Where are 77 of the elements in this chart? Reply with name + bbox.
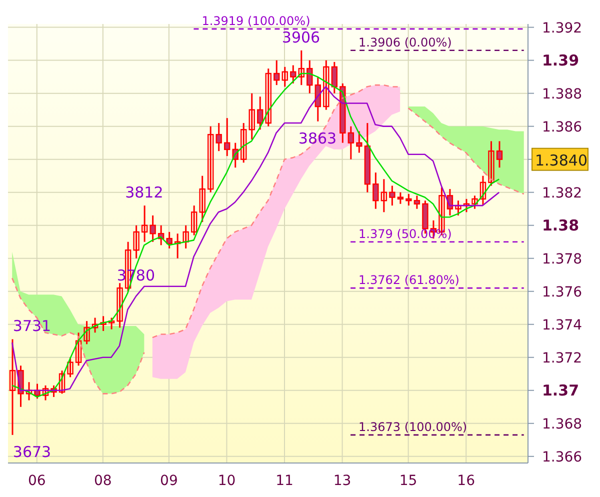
x-tick-label: 13 [333, 473, 352, 489]
series-label: 1.3762 (61.80%) [358, 273, 460, 288]
candlestick [92, 317, 98, 334]
candlestick [199, 175, 206, 223]
candlestick [414, 194, 420, 210]
x-tick-label: 15 [399, 473, 418, 489]
candlestick [406, 193, 412, 206]
y-tick-label: 1.372 [542, 350, 582, 366]
candlestick [108, 317, 115, 330]
text: 1.3840 [535, 151, 588, 170]
candlestick [265, 68, 272, 128]
series-label: 1.3919 (100.00%) [202, 14, 310, 28]
y-tick-label: 1.374 [542, 317, 582, 334]
candlestick [282, 66, 288, 88]
y-tick-label: 1.368 [542, 416, 582, 432]
candlestick [9, 338, 16, 436]
series-label: 1.3906 (0.00%) [358, 35, 452, 50]
annotation: 3906 [282, 28, 320, 46]
y-tick-label: 1.37 [542, 381, 580, 400]
candlestick [141, 204, 148, 243]
candlestick [216, 122, 222, 152]
candlestick [75, 332, 82, 366]
annotation: 3731 [12, 317, 52, 336]
candlestick [240, 122, 247, 164]
candlestick [207, 126, 214, 194]
candlestick [133, 224, 140, 260]
candlestick [496, 140, 503, 168]
candlestick [257, 96, 264, 130]
candlestick [463, 198, 470, 213]
candlestick [100, 315, 106, 332]
candlestick [331, 61, 338, 94]
candlestick [116, 282, 123, 328]
series-label: 1.3673 (100.00%) [358, 420, 468, 434]
y-tick-label: 1.38 [542, 216, 580, 234]
candlestick [224, 117, 230, 157]
candlestick [397, 192, 404, 205]
candlestick [42, 384, 49, 402]
candlestick [356, 130, 362, 154]
y-tick-label: 1.39 [542, 51, 580, 70]
y-tick-label: 1.382 [542, 185, 582, 202]
candlestick [298, 50, 304, 86]
candlestick [389, 184, 396, 206]
y-tick-label: 1.378 [542, 251, 582, 268]
x-tick-label: 11 [276, 473, 294, 489]
candlestick [290, 64, 296, 84]
y-tick-label: 1.392 [542, 20, 582, 36]
candlestick [174, 232, 181, 260]
annotation: 3673 [12, 442, 52, 461]
candlestick [306, 60, 313, 94]
annotation: 3863 [298, 129, 337, 148]
candlestick [323, 60, 330, 111]
x-tick-label: 06 [28, 473, 46, 489]
x-tick-label: 09 [160, 473, 178, 489]
candlestick [248, 92, 255, 140]
candlestick [480, 175, 486, 206]
candlestick [190, 204, 198, 236]
candlestick [488, 140, 494, 186]
candlestick [150, 214, 156, 243]
y-tick-label: 1.366 [542, 449, 582, 466]
annotation: 3812 [125, 184, 164, 202]
candlestick [372, 172, 379, 210]
candlestick [472, 194, 478, 210]
y-tick-label: 1.386 [542, 119, 582, 136]
candlestick [58, 370, 66, 394]
candlestick [166, 231, 172, 250]
candlestick [348, 126, 354, 160]
x-tick-label: 16 [457, 473, 476, 489]
candlestick [380, 178, 388, 213]
x-tick-label: 10 [218, 473, 236, 489]
candlestick [67, 356, 74, 378]
candlestick [274, 60, 280, 86]
y-tick-label: 1.388 [542, 86, 582, 102]
x-tick-label: 08 [94, 473, 112, 489]
candlestick [455, 200, 462, 216]
candlestick [84, 320, 90, 345]
candlestick [182, 224, 189, 250]
y-tick-label: 1.376 [542, 284, 582, 300]
